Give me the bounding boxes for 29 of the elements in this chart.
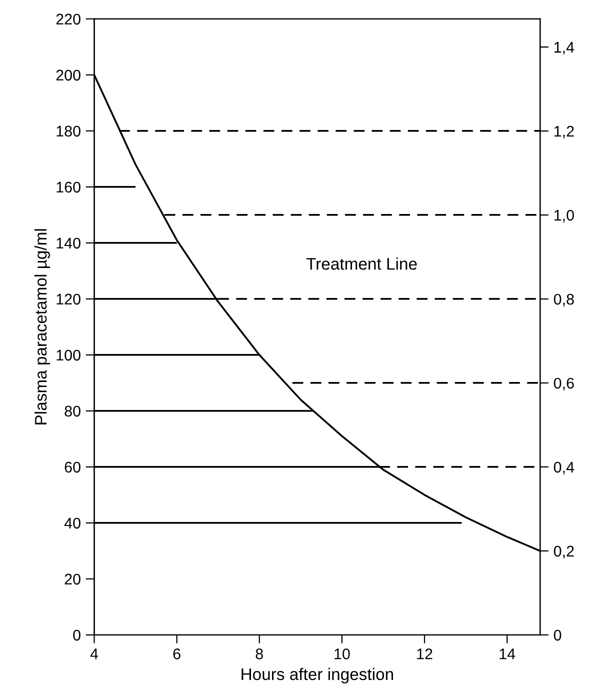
y-tick-label: 140 (56, 238, 80, 249)
x-tick-label: 12 (417, 648, 432, 660)
y2-tick-label: 1,4 (554, 42, 574, 55)
x-tick-label: 10 (334, 648, 350, 660)
x-axis-title: Hours after ingestion (242, 668, 393, 684)
y2-tick-label: 0,8 (554, 294, 574, 306)
x-tick-label: 4 (90, 648, 98, 660)
x-tick-label: 14 (500, 648, 516, 660)
y2-tick-label: 0 (554, 630, 562, 641)
y-tick-label: 200 (56, 70, 80, 81)
y-tick-label: 40 (64, 518, 80, 529)
y-tick-label: 220 (56, 14, 80, 25)
y-tick-label: 60 (64, 462, 80, 473)
y2-tick-label: 0,6 (554, 378, 574, 390)
y2-tick-label: 1,2 (554, 126, 574, 139)
x-tick-label: 8 (256, 648, 263, 660)
y2-tick-label: 0,2 (554, 546, 574, 558)
y-tick-label: 0 (73, 630, 80, 641)
y2-tick-label: 0,4 (554, 462, 574, 474)
y-tick-label: 120 (56, 294, 80, 305)
annotation: Treatment Line (306, 258, 417, 270)
x-tick-label: 6 (173, 648, 180, 660)
y2-tick-label: 1,0 (554, 210, 574, 222)
y-tick-label: 80 (64, 406, 80, 417)
y-tick-label: 20 (64, 574, 80, 585)
y-tick-label: 160 (56, 182, 80, 193)
y-tick-label: 180 (56, 126, 80, 137)
y-axis-title: Plasma paracetamol µg/ml (34, 229, 50, 424)
y-tick-label: 100 (56, 350, 80, 361)
